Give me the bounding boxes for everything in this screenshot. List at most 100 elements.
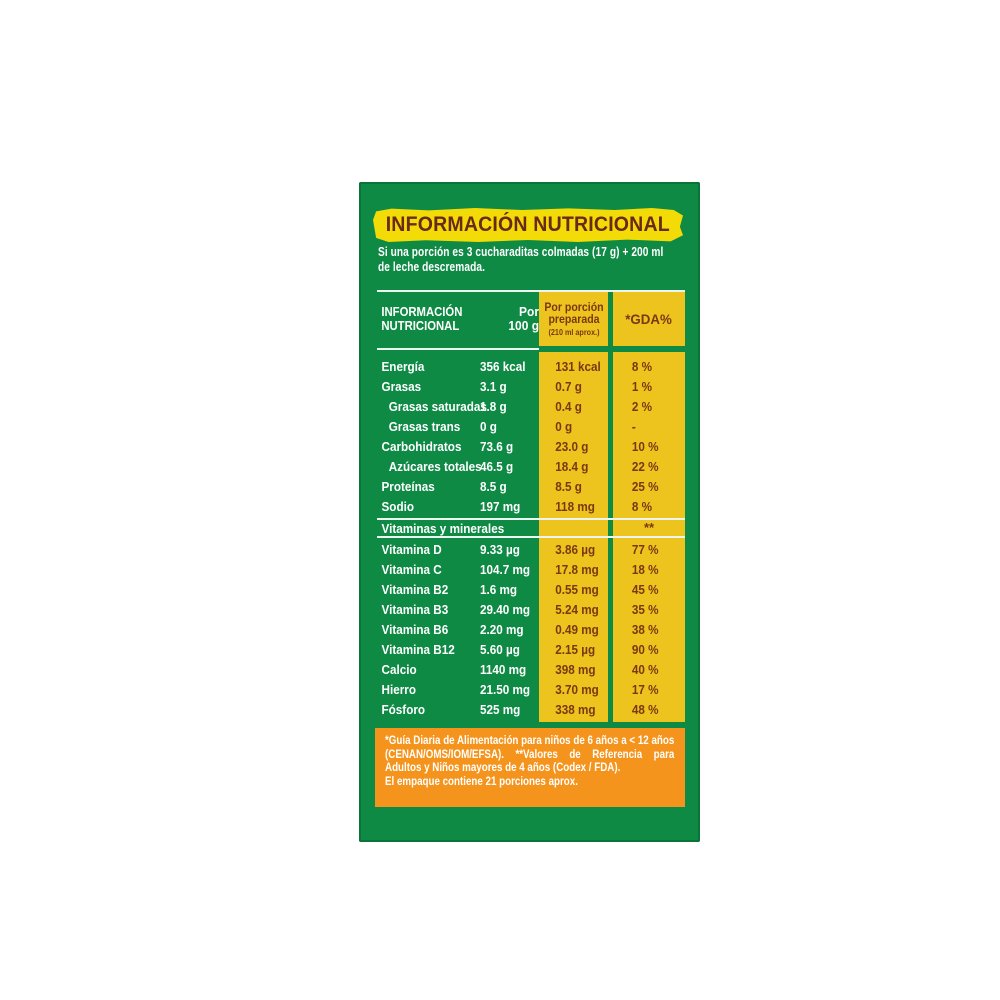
cell-nutrient-name: Vitamina C [381,562,442,577]
table-row: Vitamina D 9.33 µg 3.86 µg 77 % [377,540,685,560]
table-row: Vitamina B6 2.20 mg 0.49 mg 38 % [377,620,685,640]
cell-per-portion: 0.7 g [539,377,608,397]
divider-top [377,290,685,292]
cell-per-100g: 3.1 g [480,379,507,394]
cell-gda: 18 % [613,560,685,580]
table-row: Proteínas 8.5 g 8.5 g 25 % [377,477,685,497]
cell-per-portion: 118 mg [539,497,608,517]
servings-note: El empaque contiene 21 porciones aprox. [385,773,578,788]
cell-gda: 35 % [613,600,685,620]
cell-per-100g: 1140 mg [480,662,527,677]
cell-nutrient-name: Sodio [381,499,414,514]
cell-per-100g: 525 mg [480,702,521,717]
cell-per-100g: 0 g [480,419,497,434]
cell-nutrient-name: Grasas trans [388,419,461,434]
cell-gda: - [613,417,685,437]
serving-note: Si una porción es 3 cucharaditas colmada… [378,244,664,274]
table-row: Carbohidratos 73.6 g 23.0 g 10 % [377,437,685,457]
cell-per-100g: 21.50 mg [480,682,531,697]
cell-per-100g: 73.6 g [480,439,514,454]
nutrition-panel: INFORMACIÓN NUTRICIONAL Si una porción e… [359,182,700,842]
cell-nutrient-name: Vitamina B6 [381,622,449,637]
cell-per-100g: 46.5 g [480,459,514,474]
cell-gda: 90 % [613,640,685,660]
cell-gda: 2 % [613,397,685,417]
table-row: Fósforo 525 mg 338 mg 48 % [377,700,685,720]
header-per-100g: Por 100 g [508,304,539,333]
cell-per-portion: 0.55 mg [539,580,608,600]
cell-nutrient-name: Calcio [381,662,417,677]
cell-per-portion: 5.24 mg [539,600,608,620]
cell-per-100g: 5.60 µg [480,642,520,657]
cell-gda: 40 % [613,660,685,680]
cell-nutrient-name: Vitamina B3 [381,602,449,617]
cell-gda: 22 % [613,457,685,477]
table-row: Vitamina B12 5.60 µg 2.15 µg 90 % [377,640,685,660]
table-header-row: INFORMACIÓN NUTRICIONAL Por 100 g Por po… [377,292,685,346]
cell-gda: 1 % [613,377,685,397]
cell-nutrient-name: Carbohidratos [381,439,462,454]
vitamin-rows: Vitamina D 9.33 µg 3.86 µg 77 % [377,538,685,722]
cell-per-portion: 3.86 µg [539,540,608,560]
cell-nutrient-name: Vitamina D [381,542,442,557]
table-row: Vitamina B3 29.40 mg 5.24 mg 35 % [377,600,685,620]
cell-per-portion: 17.8 mg [539,560,608,580]
cell-per-portion: 18.4 g [539,457,608,477]
cell-per-portion: 0 g [539,417,608,437]
header-nutrient: INFORMACIÓN NUTRICIONAL [381,304,463,333]
table-row: Vitamina C 104.7 mg 17.8 mg 18 % [377,560,685,580]
cell-nutrient-name: Grasas saturadas [388,399,487,414]
cell-nutrient-name: Grasas [381,379,422,394]
table-row: Energía 356 kcal 131 kcal 8 % [377,357,685,377]
table-row: Azúcares totales 46.5 g 18.4 g 22 % [377,457,685,477]
divider-above-vitamins [377,518,685,520]
table-row: Grasas saturadas 1.8 g 0.4 g 2 % [377,397,685,417]
table-row: Calcio 1140 mg 398 mg 40 % [377,660,685,680]
cell-gda: 25 % [613,477,685,497]
section-gda-cell: ** [613,520,685,536]
nutrition-table: INFORMACIÓN NUTRICIONAL Por 100 g Por po… [377,290,685,722]
title-band: INFORMACIÓN NUTRICIONAL [373,208,683,242]
table-row: Grasas trans 0 g 0 g - [377,417,685,437]
cell-per-portion: 2.15 µg [539,640,608,660]
header-gda: *GDA% [613,292,685,346]
cell-per-portion: 338 mg [539,700,608,720]
cell-per-100g: 197 mg [480,499,521,514]
cell-gda: 8 % [613,497,685,517]
cell-nutrient-name: Hierro [381,682,416,697]
header-portion-subtext: (210 ml aprox.) [548,327,599,337]
cell-per-100g: 9.33 µg [480,542,520,557]
cell-nutrient-name: Vitamina B2 [381,582,449,597]
cell-gda: 77 % [613,540,685,560]
table-row: Sodio 197 mg 118 mg 8 % [377,497,685,517]
cell-nutrient-name: Fósforo [381,702,426,717]
divider-under-vitamins-label [377,536,685,538]
table-row: Grasas 3.1 g 0.7 g 1 % [377,377,685,397]
gda-reference-note: *Guía Diaria de Alimentación para niños … [385,733,675,774]
cell-nutrient-name: Proteínas [381,479,435,494]
footnote-box: *Guía Diaria de Alimentación para niños … [375,728,685,807]
cell-nutrient-name: Energía [381,359,425,374]
vitamins-section-row: Vitaminas y minerales ** [377,520,685,536]
panel-title: INFORMACIÓN NUTRICIONAL [385,213,671,236]
cell-per-portion: 0.49 mg [539,620,608,640]
cell-gda: 48 % [613,700,685,720]
header-per-portion: Por porción preparada (210 ml aprox.) [539,292,608,346]
footnote-text: *Guía Diaria de Alimentación para niños … [385,733,675,788]
macronutrient-rows: Energía 356 kcal 131 kcal 8 % [377,352,685,518]
divider-under-header [377,346,685,352]
cell-per-portion: 23.0 g [539,437,608,457]
table-row: Vitamina B2 1.6 mg 0.55 mg 45 % [377,580,685,600]
cell-gda: 38 % [613,620,685,640]
cell-per-portion: 0.4 g [539,397,608,417]
cell-per-100g: 356 kcal [480,359,526,374]
cell-per-100g: 8.5 g [480,479,507,494]
cell-per-portion: 398 mg [539,660,608,680]
section-label: Vitaminas y minerales [381,520,505,536]
cell-gda: 8 % [613,357,685,377]
cell-per-100g: 2.20 mg [480,622,524,637]
cell-gda: 10 % [613,437,685,457]
table-row: Hierro 21.50 mg 3.70 mg 17 % [377,680,685,700]
cell-per-portion: 3.70 mg [539,680,608,700]
